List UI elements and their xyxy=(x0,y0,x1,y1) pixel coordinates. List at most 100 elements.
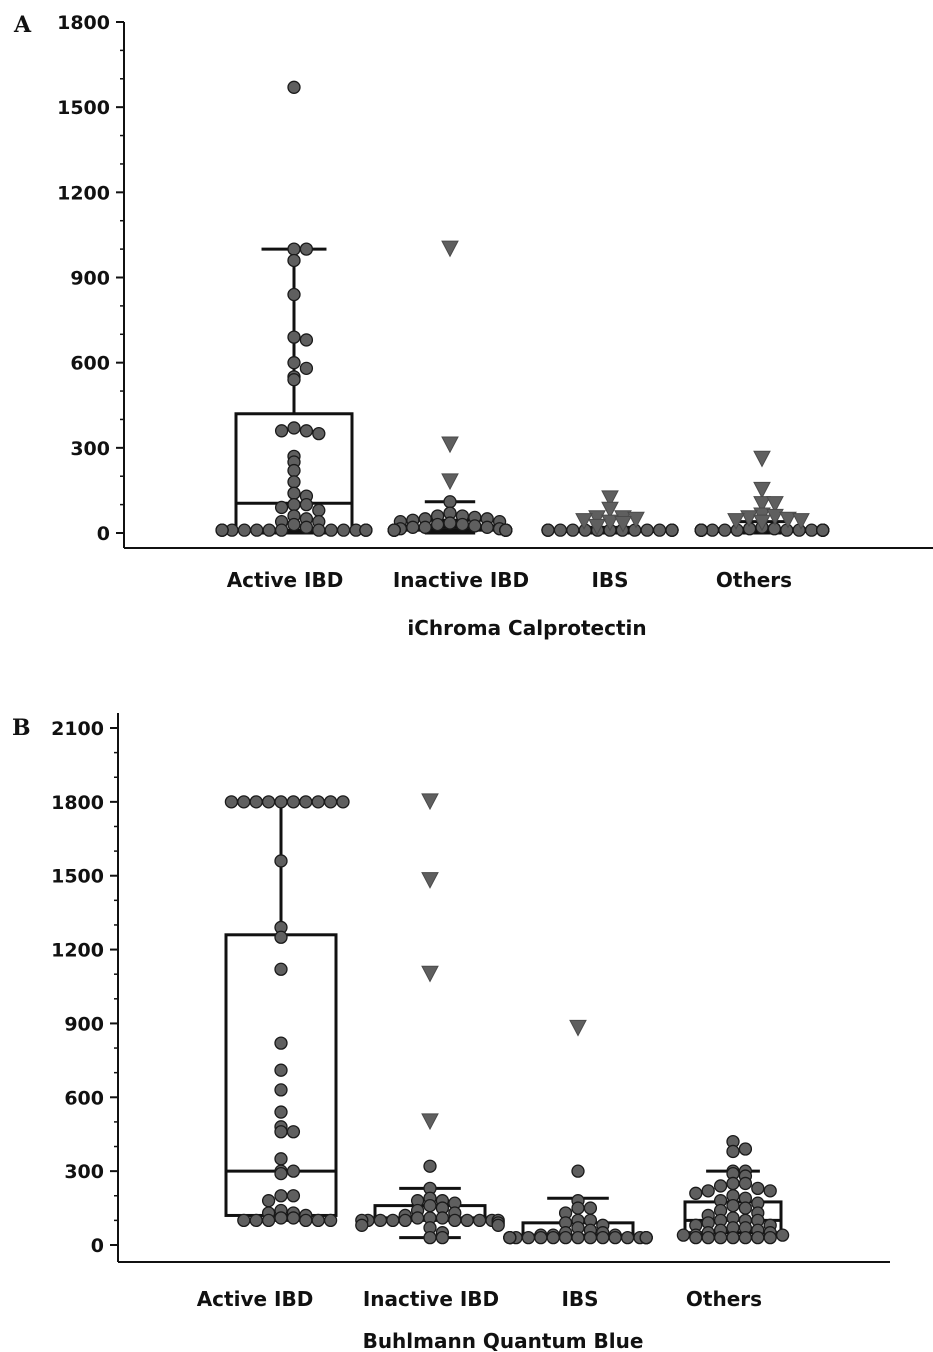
data-point xyxy=(288,422,300,434)
data-point xyxy=(436,1232,448,1244)
panel-b-y-tick-label: 1500 xyxy=(51,866,104,888)
panel-a-x-axis-title: iChroma Calprotectin xyxy=(407,616,646,640)
panel-b-group-0 xyxy=(225,796,349,1227)
data-point xyxy=(313,524,325,536)
outlier-point xyxy=(422,873,438,888)
data-point xyxy=(399,1214,411,1226)
data-point xyxy=(325,524,337,536)
data-point xyxy=(436,1212,448,1224)
panel-letter-a: A xyxy=(13,12,32,38)
data-point xyxy=(288,331,300,343)
panel-b-group-1 xyxy=(356,794,504,1244)
data-point xyxy=(752,1182,764,1194)
data-point xyxy=(500,524,512,536)
data-point xyxy=(424,1200,436,1212)
data-point xyxy=(275,1064,287,1076)
outlier-point xyxy=(442,474,458,489)
data-point xyxy=(560,1232,572,1244)
data-point xyxy=(360,524,372,536)
data-point xyxy=(287,1126,299,1138)
outlier-point xyxy=(754,451,770,466)
panel-b-y-tick-label: 300 xyxy=(64,1161,104,1183)
data-point xyxy=(276,524,288,536)
data-point xyxy=(806,524,818,536)
data-point xyxy=(388,524,400,536)
data-point xyxy=(288,374,300,386)
panel-a-group-3 xyxy=(695,451,829,536)
panel-a-y-tick-label: 1800 xyxy=(57,12,110,34)
data-point xyxy=(263,524,275,536)
panel-b-category-label: Others xyxy=(686,1287,762,1311)
data-point xyxy=(250,1214,262,1226)
data-point xyxy=(768,523,780,535)
data-point xyxy=(474,1214,486,1226)
panel-a-y-tick-label: 300 xyxy=(70,438,110,460)
data-point xyxy=(356,1219,368,1231)
data-point xyxy=(424,1232,436,1244)
data-point xyxy=(690,1187,702,1199)
data-point xyxy=(325,1214,337,1226)
data-point xyxy=(752,1232,764,1244)
data-point xyxy=(584,1202,596,1214)
data-point xyxy=(288,499,300,511)
data-point xyxy=(216,524,228,536)
outlier-point xyxy=(628,512,644,527)
data-point xyxy=(225,796,237,808)
data-point xyxy=(275,1106,287,1118)
data-point xyxy=(287,1165,299,1177)
panel-a-y-tick-label: 1200 xyxy=(57,182,110,204)
data-point xyxy=(481,521,493,533)
data-point xyxy=(387,1214,399,1226)
data-point xyxy=(325,796,337,808)
data-point xyxy=(263,796,275,808)
data-point xyxy=(275,963,287,975)
data-point xyxy=(424,1160,436,1172)
panel-a-category-label: Inactive IBD xyxy=(393,568,529,592)
data-point xyxy=(432,518,444,530)
panel-letter-b: B xyxy=(12,715,31,741)
data-point xyxy=(702,1185,714,1197)
panel-b-category-label: Active IBD xyxy=(197,1287,314,1311)
data-point xyxy=(287,796,299,808)
data-point xyxy=(300,334,312,346)
panel-a-category-label: Others xyxy=(716,568,792,592)
data-point xyxy=(300,425,312,437)
data-point xyxy=(275,1190,287,1202)
panel-a-group-0 xyxy=(216,81,372,536)
panel-a-category-label: Active IBD xyxy=(227,568,344,592)
panel-a-group-2 xyxy=(542,491,678,536)
data-point xyxy=(677,1229,689,1241)
outlier-point xyxy=(422,966,438,981)
panel-b-y-tick-label: 1200 xyxy=(51,940,104,962)
data-point xyxy=(719,524,731,536)
data-point xyxy=(492,1219,504,1231)
data-point xyxy=(338,524,350,536)
data-point xyxy=(727,1145,739,1157)
data-point xyxy=(288,81,300,93)
data-point xyxy=(777,1229,789,1241)
panel-b-group-2 xyxy=(504,1020,652,1243)
data-point xyxy=(251,524,263,536)
data-point xyxy=(542,524,554,536)
outlier-point xyxy=(422,1114,438,1129)
data-point xyxy=(263,1195,275,1207)
data-point xyxy=(666,524,678,536)
data-point xyxy=(275,931,287,943)
data-point xyxy=(739,1177,751,1189)
data-point xyxy=(419,521,431,533)
data-point xyxy=(504,1232,516,1244)
data-point xyxy=(313,504,325,516)
data-point xyxy=(312,1214,324,1226)
panel-a-category-label: IBS xyxy=(591,568,628,592)
data-point xyxy=(609,1232,621,1244)
data-point xyxy=(275,1168,287,1180)
outlier-point xyxy=(442,241,458,256)
data-point xyxy=(449,1214,461,1226)
data-point xyxy=(288,243,300,255)
data-point xyxy=(275,1037,287,1049)
data-point xyxy=(238,1214,250,1226)
data-point xyxy=(288,465,300,477)
data-point xyxy=(572,1202,584,1214)
panel-b-category-label: IBS xyxy=(561,1287,598,1311)
